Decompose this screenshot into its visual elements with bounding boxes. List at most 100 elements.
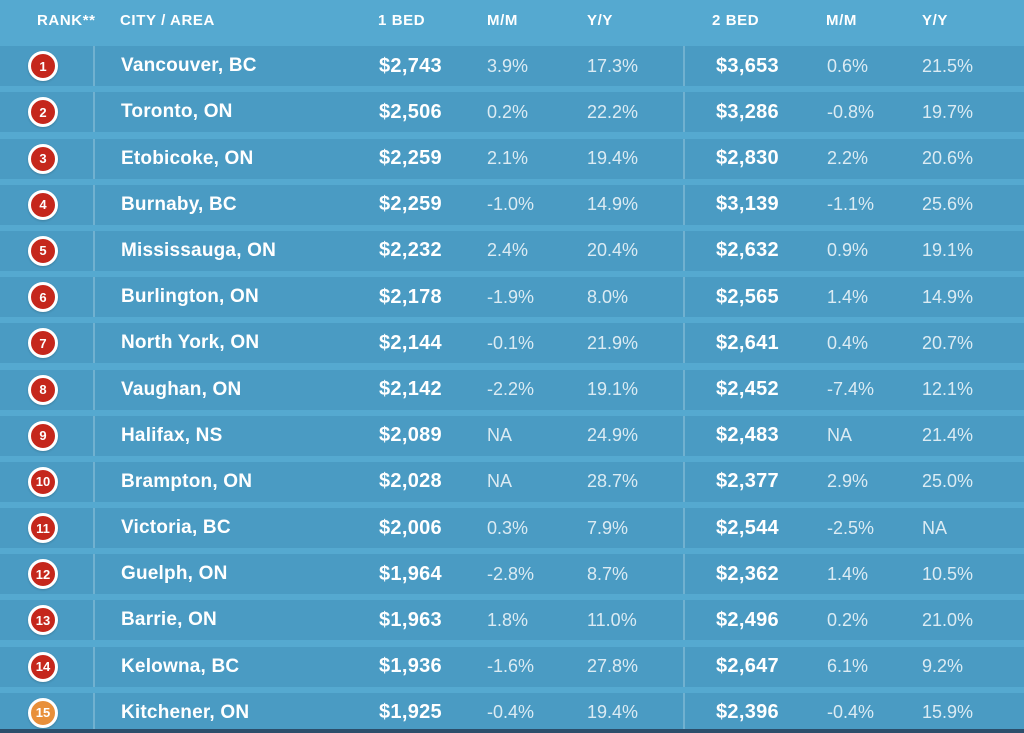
rank-number: 2 <box>28 97 58 128</box>
2bed-yy-change: 25.6% <box>922 194 974 215</box>
1bed-mm-change: 2.1% <box>487 148 529 169</box>
rank-badge: 12 <box>28 554 58 594</box>
2bed-mm-change: -0.8% <box>827 101 875 122</box>
1bed-mm-change: -0.1% <box>487 332 535 353</box>
2bed-mm-change: 1.4% <box>827 563 869 584</box>
2bed-price: $2,830 <box>716 147 779 170</box>
2bed-yy-change: 19.7% <box>922 101 974 122</box>
2bed-price: $2,396 <box>716 701 779 724</box>
table-row: 12 Guelph, ON $1,964 -2.8% 8.7% $2,362 1… <box>0 554 1024 595</box>
1bed-yy-change: 28.7% <box>587 471 639 492</box>
table-row: 2 Toronto, ON $2,506 0.2% 22.2% $3,286 -… <box>0 92 1024 133</box>
1bed-price: $2,232 <box>379 239 442 262</box>
2bed-price: $2,483 <box>716 424 779 447</box>
rank-badge: 4 <box>28 185 58 225</box>
1bed-mm-change: -1.9% <box>487 286 535 307</box>
1bed-mm-change: 0.3% <box>487 517 529 538</box>
2bed-yy-change: 19.1% <box>922 240 974 261</box>
city-name: Halifax, NS <box>121 424 223 446</box>
rank-badge: 6 <box>28 277 58 317</box>
column-header-rank: RANK** <box>37 11 96 29</box>
1bed-yy-change: 27.8% <box>587 656 639 677</box>
1bed-price: $2,259 <box>379 147 442 170</box>
rank-number: 7 <box>28 328 58 359</box>
1bed-yy-change: 17.3% <box>587 55 639 76</box>
2bed-price: $3,286 <box>716 100 779 123</box>
2bed-mm-change: 0.4% <box>827 332 869 353</box>
rank-badge: 11 <box>28 508 58 548</box>
1bed-mm-change: 3.9% <box>487 55 529 76</box>
city-name: Vaughan, ON <box>121 378 242 400</box>
2bed-price: $3,139 <box>716 193 779 216</box>
2bed-mm-change: 0.9% <box>827 240 869 261</box>
1bed-yy-change: 24.9% <box>587 425 639 446</box>
1bed-mm-change: -0.4% <box>487 702 535 723</box>
rank-number: 13 <box>28 605 58 636</box>
2bed-yy-change: 15.9% <box>922 702 974 723</box>
rank-number: 12 <box>28 559 58 590</box>
2bed-yy-change: 20.6% <box>922 148 974 169</box>
rank-number: 9 <box>28 420 58 451</box>
1bed-price: $2,259 <box>379 193 442 216</box>
1bed-yy-change: 22.2% <box>587 101 639 122</box>
table-row: 1 Vancouver, BC $2,743 3.9% 17.3% $3,653… <box>0 46 1024 87</box>
2bed-price: $2,565 <box>716 285 779 308</box>
table-header-row: RANK** CITY / AREA 1 BED M/M Y/Y 2 BED M… <box>0 0 1024 40</box>
1bed-mm-change: -1.0% <box>487 194 535 215</box>
2bed-price: $2,632 <box>716 239 779 262</box>
city-name: Burlington, ON <box>121 286 259 308</box>
1bed-yy-change: 8.0% <box>587 286 629 307</box>
rank-badge: 2 <box>28 92 58 132</box>
table-row: 13 Barrie, ON $1,963 1.8% 11.0% $2,496 0… <box>0 600 1024 641</box>
rank-badge: 7 <box>28 323 58 363</box>
1bed-price: $2,178 <box>379 285 442 308</box>
city-name: Guelph, ON <box>121 563 228 585</box>
2bed-yy-change: 21.4% <box>922 425 974 446</box>
city-name: North York, ON <box>121 332 260 354</box>
2bed-yy-change: 20.7% <box>922 332 974 353</box>
1bed-price: $2,028 <box>379 470 442 493</box>
1bed-price: $1,964 <box>379 562 442 585</box>
column-header-2bed-mm: M/M <box>826 11 857 29</box>
1bed-price: $2,743 <box>379 54 442 77</box>
2bed-yy-change: 12.1% <box>922 379 974 399</box>
2bed-price: $2,647 <box>716 655 779 678</box>
2bed-price: $2,452 <box>716 378 779 400</box>
1bed-mm-change: -1.6% <box>487 656 535 677</box>
1bed-mm-change: -2.2% <box>487 379 535 399</box>
rank-number: 3 <box>28 143 58 174</box>
1bed-price: $2,142 <box>379 378 442 400</box>
1bed-yy-change: 19.4% <box>587 702 639 723</box>
table-row: 3 Etobicoke, ON $2,259 2.1% 19.4% $2,830… <box>0 138 1024 179</box>
city-name: Brampton, ON <box>121 470 253 492</box>
rank-number: 6 <box>28 282 58 313</box>
2bed-mm-change: 1.4% <box>827 286 869 307</box>
2bed-yy-change: 21.0% <box>922 609 974 630</box>
table-bottom-edge <box>0 729 1024 733</box>
2bed-mm-change: 2.9% <box>827 471 869 492</box>
2bed-mm-change: -0.4% <box>827 702 875 723</box>
table-row: 9 Halifax, NS $2,089 NA 24.9% $2,483 NA … <box>0 415 1024 456</box>
2bed-mm-change: -7.4% <box>827 379 875 399</box>
rank-number: 5 <box>28 235 58 266</box>
rank-number: 14 <box>28 651 58 682</box>
rank-number: 4 <box>28 189 58 220</box>
city-name: Burnaby, BC <box>121 193 237 215</box>
2bed-mm-change: -1.1% <box>827 194 875 215</box>
city-name: Barrie, ON <box>121 609 217 631</box>
city-name: Vancouver, BC <box>121 55 257 77</box>
2bed-mm-change: NA <box>827 425 853 446</box>
2bed-yy-change: 9.2% <box>922 656 964 677</box>
rank-number: 15 <box>28 697 58 728</box>
2bed-mm-change: 6.1% <box>827 656 869 677</box>
rank-badge: 1 <box>28 46 58 86</box>
rank-number: 11 <box>28 513 58 544</box>
city-name: Etobicoke, ON <box>121 147 254 169</box>
1bed-price: $2,089 <box>379 424 442 447</box>
rank-badge: 3 <box>28 139 58 179</box>
2bed-price: $2,496 <box>716 608 779 631</box>
column-header-2bed-yy: Y/Y <box>922 11 948 29</box>
rank-number: 10 <box>28 466 58 497</box>
rank-badge: 13 <box>28 600 58 640</box>
1bed-price: $2,506 <box>379 100 442 123</box>
